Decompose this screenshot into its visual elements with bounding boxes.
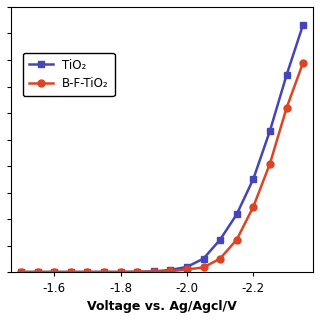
TiO₂ [202, 257, 205, 260]
B-F-TiO₂ [119, 270, 123, 274]
X-axis label: Voltage vs. Ag/Agcl/V: Voltage vs. Ag/Agcl/V [87, 300, 237, 313]
B-F-TiO₂ [284, 106, 288, 110]
B-F-TiO₂ [235, 238, 239, 242]
TiO₂ [85, 270, 89, 274]
TiO₂ [52, 270, 56, 274]
TiO₂ [102, 270, 106, 274]
TiO₂ [152, 269, 156, 273]
TiO₂ [168, 268, 172, 272]
B-F-TiO₂ [52, 270, 56, 274]
TiO₂ [69, 270, 73, 274]
TiO₂ [135, 270, 139, 274]
TiO₂ [218, 238, 222, 242]
B-F-TiO₂ [202, 266, 205, 269]
TiO₂ [36, 270, 40, 274]
TiO₂ [252, 177, 255, 181]
B-F-TiO₂ [19, 270, 23, 274]
B-F-TiO₂ [36, 270, 40, 274]
TiO₂ [301, 23, 305, 27]
B-F-TiO₂ [268, 162, 272, 166]
B-F-TiO₂ [152, 270, 156, 274]
TiO₂ [235, 212, 239, 216]
B-F-TiO₂ [301, 61, 305, 65]
B-F-TiO₂ [69, 270, 73, 274]
Line: TiO₂: TiO₂ [18, 21, 307, 276]
B-F-TiO₂ [218, 257, 222, 260]
TiO₂ [119, 270, 123, 274]
B-F-TiO₂ [102, 270, 106, 274]
Line: B-F-TiO₂: B-F-TiO₂ [18, 59, 307, 276]
B-F-TiO₂ [168, 269, 172, 273]
Legend: TiO₂, B-F-TiO₂: TiO₂, B-F-TiO₂ [23, 53, 115, 96]
TiO₂ [268, 129, 272, 133]
TiO₂ [284, 73, 288, 77]
B-F-TiO₂ [135, 270, 139, 274]
TiO₂ [19, 270, 23, 274]
B-F-TiO₂ [252, 205, 255, 209]
B-F-TiO₂ [85, 270, 89, 274]
TiO₂ [185, 265, 189, 269]
B-F-TiO₂ [185, 268, 189, 271]
